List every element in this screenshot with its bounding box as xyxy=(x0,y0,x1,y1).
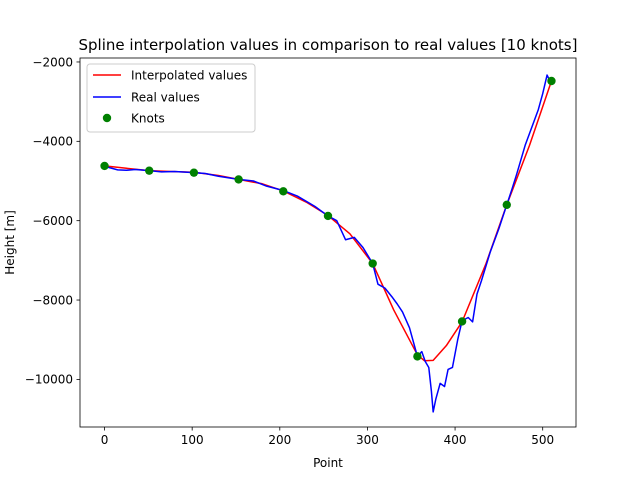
knot-point xyxy=(502,200,511,210)
x-tick-label: 200 xyxy=(268,433,291,447)
knot-point xyxy=(413,352,422,361)
knot-point xyxy=(100,161,109,171)
y-tick-label: −8000 xyxy=(32,293,73,307)
y-tick-label: −2000 xyxy=(32,55,73,69)
legend-swatch-knots xyxy=(102,113,112,123)
legend-frame xyxy=(86,63,256,133)
real-values-line xyxy=(104,74,553,413)
legend: Interpolated values Real values Knots xyxy=(86,63,256,133)
x-tick-label: 100 xyxy=(181,433,204,447)
series-layer xyxy=(100,74,556,413)
y-tick-label: −4000 xyxy=(32,135,73,149)
knot-point xyxy=(323,211,333,221)
knot-point xyxy=(234,175,243,184)
knot-point xyxy=(368,259,377,268)
legend-label-interpolated: Interpolated values xyxy=(131,69,247,83)
y-tick-label: −10000 xyxy=(25,373,73,387)
knot-point xyxy=(279,187,288,196)
x-tick-label: 500 xyxy=(531,433,554,447)
x-ticks: 0 100 200 300 400 500 xyxy=(101,427,554,447)
chart-title: Spline interpolation values in compariso… xyxy=(79,36,578,54)
x-tick-label: 0 xyxy=(101,433,109,447)
x-tick-label: 400 xyxy=(444,433,467,447)
knot-point xyxy=(145,166,154,175)
y-tick-label: −6000 xyxy=(32,214,73,228)
knot-point xyxy=(189,168,199,177)
x-axis-label: Point xyxy=(313,456,343,470)
y-ticks: −10000 −8000 −6000 −4000 −2000 xyxy=(25,55,80,387)
x-tick-label: 300 xyxy=(356,433,379,447)
knot-point xyxy=(547,76,556,86)
legend-label-knots: Knots xyxy=(131,112,165,126)
axes-frame xyxy=(79,57,577,428)
legend-label-real: Real values xyxy=(131,91,200,105)
knot-point xyxy=(457,317,467,326)
y-axis-label: Height [m] xyxy=(3,210,17,275)
